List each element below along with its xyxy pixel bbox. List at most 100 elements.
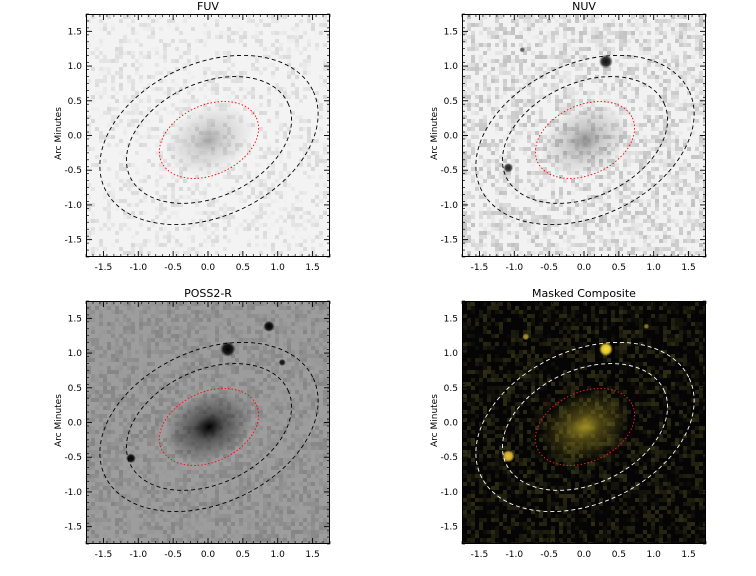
sky-image <box>87 302 329 543</box>
noise-pixels <box>463 15 705 256</box>
middle-aperture-ellipse <box>501 76 669 204</box>
x-tick-label: 0.0 <box>577 263 592 273</box>
y-tick-label: -0.5 <box>440 453 458 463</box>
outer-aperture-ellipse <box>475 54 695 226</box>
point-source <box>502 449 515 463</box>
y-axis-label: Arc Minutes <box>430 393 440 447</box>
galaxy <box>540 103 630 177</box>
x-tick-label: 1.5 <box>681 263 695 273</box>
y-tick-label: -1.0 <box>440 201 458 211</box>
middle-aperture-ellipse <box>125 76 293 204</box>
y-tick-label: 1.5 <box>444 314 458 324</box>
panel-title: Masked Composite <box>532 287 636 300</box>
sky-image <box>87 15 329 256</box>
inner-aperture-ellipse <box>534 101 636 179</box>
y-tick-label: -1.0 <box>64 488 82 498</box>
middle-aperture-ellipse <box>125 363 293 491</box>
x-tick-label: -1.5 <box>95 263 113 273</box>
outer-aperture-ellipse <box>99 341 319 513</box>
point-source <box>503 162 514 173</box>
y-tick-label: 0.5 <box>68 384 82 394</box>
x-tick-label: -1.5 <box>95 550 113 560</box>
x-tick-label: 0.5 <box>612 550 626 560</box>
y-tick-label: 0.0 <box>444 132 459 142</box>
x-tick-label: 0.0 <box>201 263 216 273</box>
y-axis-label: Arc Minutes <box>54 106 64 160</box>
image-frame <box>462 301 706 544</box>
x-tick-label: -1.0 <box>130 550 148 560</box>
noise-pixels <box>87 15 329 256</box>
galaxy <box>164 390 254 464</box>
x-tick-label: 1.5 <box>305 263 319 273</box>
x-tick-label: -0.5 <box>164 550 182 560</box>
panel-title: NUV <box>572 0 596 13</box>
x-tick-label: 0.0 <box>201 550 216 560</box>
y-tick-label: 0.5 <box>444 97 458 107</box>
x-tick-label: 0.5 <box>236 550 250 560</box>
y-tick-label: 1.0 <box>444 349 459 359</box>
point-source <box>598 54 613 69</box>
point-source <box>519 46 526 53</box>
x-tick-label: -1.5 <box>471 550 489 560</box>
outer-aperture-ellipse <box>99 54 319 226</box>
inner-aperture-ellipse <box>534 388 636 466</box>
y-tick-label: -1.5 <box>64 236 82 246</box>
x-tick-label: 1.0 <box>271 263 286 273</box>
panel-title: FUV <box>197 0 219 13</box>
galaxy <box>164 103 254 177</box>
x-tick-label: 1.0 <box>647 550 662 560</box>
x-tick-label: -0.5 <box>164 263 182 273</box>
y-axis-label: Arc Minutes <box>430 106 440 160</box>
y-tick-label: 1.5 <box>444 27 458 37</box>
y-tick-label: 0.5 <box>68 97 82 107</box>
sky-image <box>463 15 705 256</box>
y-tick-label: -0.5 <box>440 166 458 176</box>
image-frame <box>462 14 706 257</box>
y-axis-label: Arc Minutes <box>54 393 64 447</box>
galaxy <box>540 390 630 464</box>
point-source <box>220 341 236 357</box>
sky-image <box>463 302 705 543</box>
y-tick-label: -0.5 <box>64 166 82 176</box>
inner-aperture-ellipse <box>158 101 260 179</box>
panel-title: POSS2-R <box>184 287 232 300</box>
y-tick-label: 0.0 <box>68 132 83 142</box>
y-tick-label: 1.0 <box>444 62 459 72</box>
x-tick-label: 1.0 <box>647 263 662 273</box>
y-tick-label: 0.0 <box>68 419 83 429</box>
image-frame <box>86 301 330 544</box>
point-source <box>598 342 613 357</box>
y-tick-label: 1.5 <box>68 27 82 37</box>
point-source <box>643 323 650 330</box>
y-tick-label: -0.5 <box>64 453 82 463</box>
y-tick-label: 1.5 <box>68 314 82 324</box>
x-tick-label: 0.5 <box>236 263 250 273</box>
x-tick-label: 0.0 <box>577 550 592 560</box>
y-tick-label: 0.0 <box>444 419 459 429</box>
y-tick-label: 0.5 <box>444 384 458 394</box>
x-tick-label: -1.0 <box>506 550 524 560</box>
y-tick-label: -1.5 <box>440 236 458 246</box>
y-tick-label: 1.0 <box>68 349 83 359</box>
point-source <box>278 358 286 366</box>
x-tick-label: 1.5 <box>305 550 319 560</box>
x-tick-label: -1.0 <box>506 263 524 273</box>
y-tick-label: 1.0 <box>68 62 83 72</box>
x-tick-label: -0.5 <box>540 263 558 273</box>
y-tick-label: -1.5 <box>440 523 458 533</box>
x-tick-label: -0.5 <box>540 550 558 560</box>
inner-aperture-ellipse <box>158 388 260 466</box>
y-tick-label: -1.5 <box>64 523 82 533</box>
outer-aperture-ellipse <box>475 341 695 513</box>
middle-aperture-ellipse <box>501 363 669 491</box>
x-tick-label: 1.5 <box>681 550 695 560</box>
x-tick-label: -1.5 <box>471 263 489 273</box>
y-tick-label: -1.0 <box>440 488 458 498</box>
point-source <box>263 320 275 332</box>
x-tick-label: -1.0 <box>130 263 148 273</box>
x-tick-label: 1.0 <box>271 550 286 560</box>
image-frame <box>86 14 330 257</box>
point-source <box>522 333 530 341</box>
x-tick-label: 0.5 <box>612 263 626 273</box>
y-tick-label: -1.0 <box>64 201 82 211</box>
